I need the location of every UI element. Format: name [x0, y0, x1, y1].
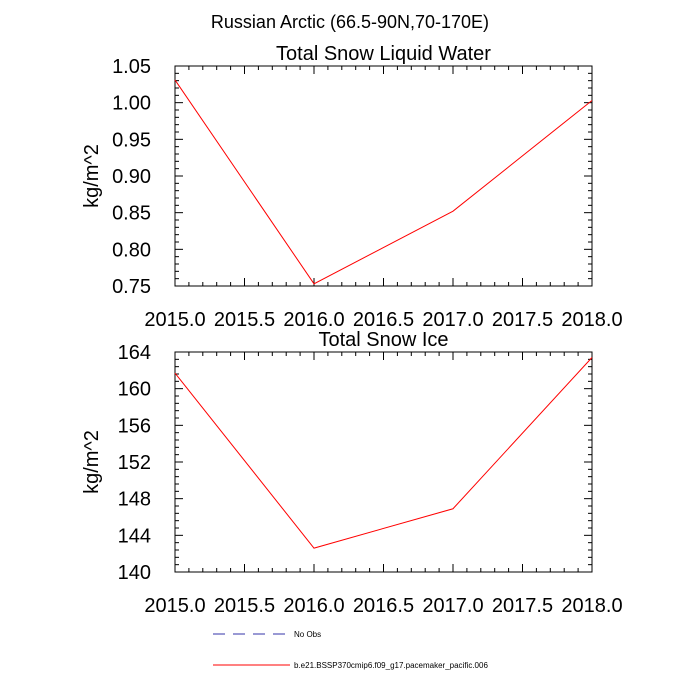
- legend-label-1: No Obs: [294, 630, 321, 639]
- x-tick-label: 2017.0: [422, 309, 483, 331]
- figure-suptitle: Russian Arctic (66.5-90N,70-170E): [211, 12, 489, 32]
- chart-panels: Total Snow Liquid Water kg/m^2 2015.0 2015.…: [81, 43, 623, 617]
- x-tick-label: 2017.5: [492, 595, 553, 617]
- y-tick-label: 144: [118, 525, 151, 547]
- x-tick-label: 2015.0: [144, 309, 205, 331]
- series-line-1: [174, 79, 593, 285]
- x-tick-label: 2018.0: [561, 595, 622, 617]
- chart-panel-2: Total Snow Ice kg/m^2 2015.0 2015.5 2016.0 20…: [81, 329, 623, 617]
- y-tick-label: 0.85: [112, 203, 151, 225]
- x-tick-label: 2015.5: [214, 309, 275, 331]
- x-tick-label: 2015.0: [144, 595, 205, 617]
- x-tick-label: 2016.0: [283, 595, 344, 617]
- x-tick-label: 2016.0: [283, 309, 344, 331]
- chart-title: Total Snow Ice: [318, 329, 448, 351]
- y-tick-label: 164: [118, 342, 151, 364]
- y-tick-label: 140: [118, 562, 151, 584]
- legend-label-2: b.e21.BSSP370cmip6.f09_g17.pacemaker_pac…: [294, 661, 488, 670]
- x-tick-label: 2016.5: [353, 595, 414, 617]
- x-tick-label: 2016.5: [353, 309, 414, 331]
- y-tick-label: 160: [118, 379, 151, 401]
- y-tick-label: 152: [118, 452, 151, 474]
- y-tick-label: 148: [118, 489, 151, 511]
- y-tick-label: 1.00: [112, 93, 151, 115]
- y-tick-label: 1.05: [112, 56, 151, 78]
- plot-frame: [174, 65, 593, 287]
- x-tick-label: 2017.0: [422, 595, 483, 617]
- x-tick-label: 2018.0: [561, 309, 622, 331]
- legend: No Obs b.e21.BSSP370cmip6.f09_g17.pacemak…: [213, 630, 488, 670]
- plot-frame: [174, 351, 593, 573]
- chart-title: Total Snow Liquid Water: [276, 43, 491, 65]
- y-axis-label: kg/m^2: [81, 430, 103, 494]
- x-tick-label: 2017.5: [492, 309, 553, 331]
- y-tick-label: 156: [118, 415, 151, 437]
- y-tick-label: 0.90: [112, 166, 151, 188]
- y-tick-label: 0.75: [112, 276, 151, 298]
- x-tick-label: 2015.5: [214, 595, 275, 617]
- y-tick-label: 0.95: [112, 129, 151, 151]
- series-line-1: [174, 357, 593, 549]
- y-axis-label: kg/m^2: [81, 144, 103, 208]
- y-tick-label: 0.80: [112, 239, 151, 261]
- chart-panel-1: Total Snow Liquid Water kg/m^2 2015.0 2015.…: [81, 43, 623, 331]
